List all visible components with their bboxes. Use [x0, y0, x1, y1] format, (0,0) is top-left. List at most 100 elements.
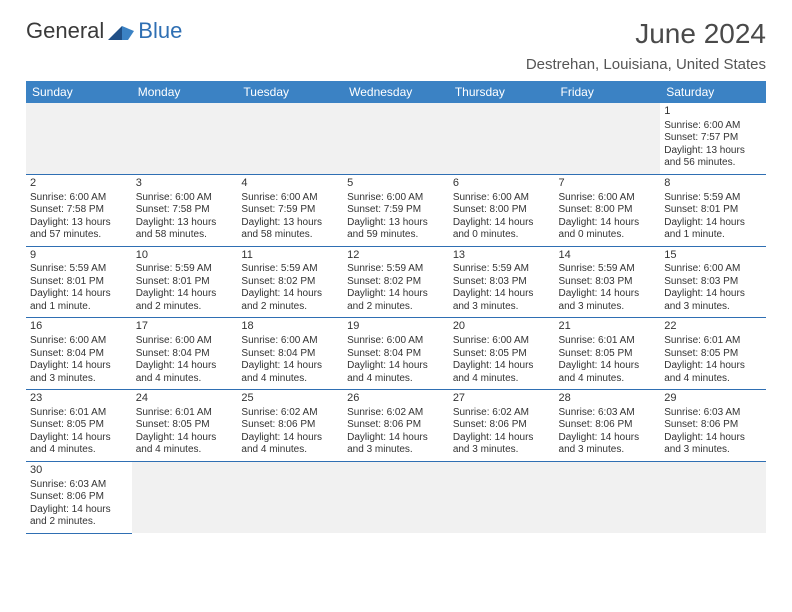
calendar-cell: 15Sunrise: 6:00 AMSunset: 8:03 PMDayligh…: [660, 246, 766, 318]
day-number: 18: [241, 320, 339, 334]
daylight-text: Daylight: 14 hours and 3 minutes.: [30, 360, 128, 385]
sunset-text: Sunset: 8:03 PM: [664, 276, 762, 289]
calendar-cell: 23Sunrise: 6:01 AMSunset: 8:05 PMDayligh…: [26, 390, 132, 462]
calendar-cell: 12Sunrise: 5:59 AMSunset: 8:02 PMDayligh…: [343, 246, 449, 318]
sunrise-text: Sunrise: 5:59 AM: [30, 263, 128, 276]
calendar-cell: [343, 103, 449, 174]
sunset-text: Sunset: 8:06 PM: [664, 419, 762, 432]
sunset-text: Sunset: 8:06 PM: [453, 419, 551, 432]
sunrise-text: Sunrise: 5:59 AM: [664, 192, 762, 205]
daylight-text: Daylight: 14 hours and 4 minutes.: [559, 360, 657, 385]
day-number: 16: [30, 320, 128, 334]
sunset-text: Sunset: 8:02 PM: [347, 276, 445, 289]
sunrise-text: Sunrise: 6:01 AM: [664, 335, 762, 348]
sunset-text: Sunset: 8:01 PM: [30, 276, 128, 289]
sunset-text: Sunset: 8:03 PM: [453, 276, 551, 289]
daylight-text: Daylight: 14 hours and 3 minutes.: [559, 288, 657, 313]
brand-logo: General Blue: [26, 18, 182, 44]
sunrise-text: Sunrise: 6:01 AM: [136, 407, 234, 420]
daylight-text: Daylight: 14 hours and 4 minutes.: [453, 360, 551, 385]
sunrise-text: Sunrise: 6:01 AM: [30, 407, 128, 420]
sunrise-text: Sunrise: 6:00 AM: [136, 192, 234, 205]
daylight-text: Daylight: 14 hours and 1 minute.: [664, 217, 762, 242]
calendar-cell: [660, 461, 766, 533]
daylight-text: Daylight: 14 hours and 3 minutes.: [664, 432, 762, 457]
sunset-text: Sunset: 8:05 PM: [559, 348, 657, 361]
day-number: 5: [347, 177, 445, 191]
sunset-text: Sunset: 8:04 PM: [30, 348, 128, 361]
sunset-text: Sunset: 8:04 PM: [136, 348, 234, 361]
daylight-text: Daylight: 14 hours and 4 minutes.: [136, 360, 234, 385]
calendar-cell: [555, 103, 661, 174]
calendar-cell: 27Sunrise: 6:02 AMSunset: 8:06 PMDayligh…: [449, 390, 555, 462]
sunrise-text: Sunrise: 5:59 AM: [347, 263, 445, 276]
day-number: 26: [347, 392, 445, 406]
daylight-text: Daylight: 13 hours and 58 minutes.: [241, 217, 339, 242]
day-number: 3: [136, 177, 234, 191]
calendar-cell: 21Sunrise: 6:01 AMSunset: 8:05 PMDayligh…: [555, 318, 661, 390]
month-title: June 2024: [526, 18, 766, 50]
daylight-text: Daylight: 14 hours and 3 minutes.: [453, 432, 551, 457]
daylight-text: Daylight: 14 hours and 2 minutes.: [136, 288, 234, 313]
brand-part1: General: [26, 18, 104, 44]
calendar-cell: 6Sunrise: 6:00 AMSunset: 8:00 PMDaylight…: [449, 174, 555, 246]
day-number: 14: [559, 249, 657, 263]
calendar-week: 16Sunrise: 6:00 AMSunset: 8:04 PMDayligh…: [26, 318, 766, 390]
daylight-text: Daylight: 14 hours and 4 minutes.: [241, 432, 339, 457]
sunset-text: Sunset: 8:04 PM: [241, 348, 339, 361]
calendar-table: Sunday Monday Tuesday Wednesday Thursday…: [26, 81, 766, 534]
sunrise-text: Sunrise: 5:59 AM: [559, 263, 657, 276]
sunrise-text: Sunrise: 6:00 AM: [347, 335, 445, 348]
daylight-text: Daylight: 14 hours and 4 minutes.: [30, 432, 128, 457]
calendar-cell: [26, 103, 132, 174]
day-number: 13: [453, 249, 551, 263]
calendar-cell: [132, 103, 238, 174]
calendar-cell: 7Sunrise: 6:00 AMSunset: 8:00 PMDaylight…: [555, 174, 661, 246]
day-number: 1: [664, 105, 762, 119]
sunset-text: Sunset: 8:01 PM: [664, 204, 762, 217]
sunset-text: Sunset: 8:00 PM: [559, 204, 657, 217]
calendar-week: 1Sunrise: 6:00 AMSunset: 7:57 PMDaylight…: [26, 103, 766, 174]
flag-icon: [108, 22, 134, 40]
calendar-cell: 30Sunrise: 6:03 AMSunset: 8:06 PMDayligh…: [26, 461, 132, 533]
calendar-cell: 2Sunrise: 6:00 AMSunset: 7:58 PMDaylight…: [26, 174, 132, 246]
day-number: 10: [136, 249, 234, 263]
sunset-text: Sunset: 7:59 PM: [241, 204, 339, 217]
dayheader-tue: Tuesday: [237, 81, 343, 103]
daylight-text: Daylight: 14 hours and 2 minutes.: [241, 288, 339, 313]
day-number: 4: [241, 177, 339, 191]
sunrise-text: Sunrise: 6:02 AM: [453, 407, 551, 420]
sunset-text: Sunset: 8:06 PM: [347, 419, 445, 432]
day-number: 22: [664, 320, 762, 334]
daylight-text: Daylight: 14 hours and 1 minute.: [30, 288, 128, 313]
daylight-text: Daylight: 14 hours and 4 minutes.: [664, 360, 762, 385]
location-label: Destrehan, Louisiana, United States: [526, 56, 766, 73]
calendar-document: General Blue June 2024 Destrehan, Louisi…: [0, 0, 792, 552]
sunrise-text: Sunrise: 5:59 AM: [453, 263, 551, 276]
sunrise-text: Sunrise: 6:00 AM: [136, 335, 234, 348]
sunrise-text: Sunrise: 6:00 AM: [453, 335, 551, 348]
sunset-text: Sunset: 7:57 PM: [664, 132, 762, 145]
sunrise-text: Sunrise: 6:00 AM: [453, 192, 551, 205]
day-number: 28: [559, 392, 657, 406]
sunrise-text: Sunrise: 6:00 AM: [347, 192, 445, 205]
calendar-week: 23Sunrise: 6:01 AMSunset: 8:05 PMDayligh…: [26, 390, 766, 462]
day-number: 29: [664, 392, 762, 406]
day-number: 11: [241, 249, 339, 263]
daylight-text: Daylight: 14 hours and 3 minutes.: [664, 288, 762, 313]
daylight-text: Daylight: 13 hours and 59 minutes.: [347, 217, 445, 242]
daylight-text: Daylight: 14 hours and 3 minutes.: [559, 432, 657, 457]
sunrise-text: Sunrise: 5:59 AM: [241, 263, 339, 276]
dayheader-sun: Sunday: [26, 81, 132, 103]
sunset-text: Sunset: 8:05 PM: [136, 419, 234, 432]
calendar-cell: 4Sunrise: 6:00 AMSunset: 7:59 PMDaylight…: [237, 174, 343, 246]
daylight-text: Daylight: 14 hours and 4 minutes.: [241, 360, 339, 385]
daylight-text: Daylight: 13 hours and 58 minutes.: [136, 217, 234, 242]
sunset-text: Sunset: 7:58 PM: [30, 204, 128, 217]
sunrise-text: Sunrise: 6:00 AM: [241, 335, 339, 348]
calendar-body: 1 Sunrise: 6:00 AM Sunset: 7:57 PM Daylight…: [26, 103, 766, 533]
calendar-cell: 20Sunrise: 6:00 AMSunset: 8:05 PMDayligh…: [449, 318, 555, 390]
calendar-cell: 14Sunrise: 5:59 AMSunset: 8:03 PMDayligh…: [555, 246, 661, 318]
calendar-cell: 11Sunrise: 5:59 AMSunset: 8:02 PMDayligh…: [237, 246, 343, 318]
daylight-text: Daylight: 14 hours and 3 minutes.: [347, 432, 445, 457]
